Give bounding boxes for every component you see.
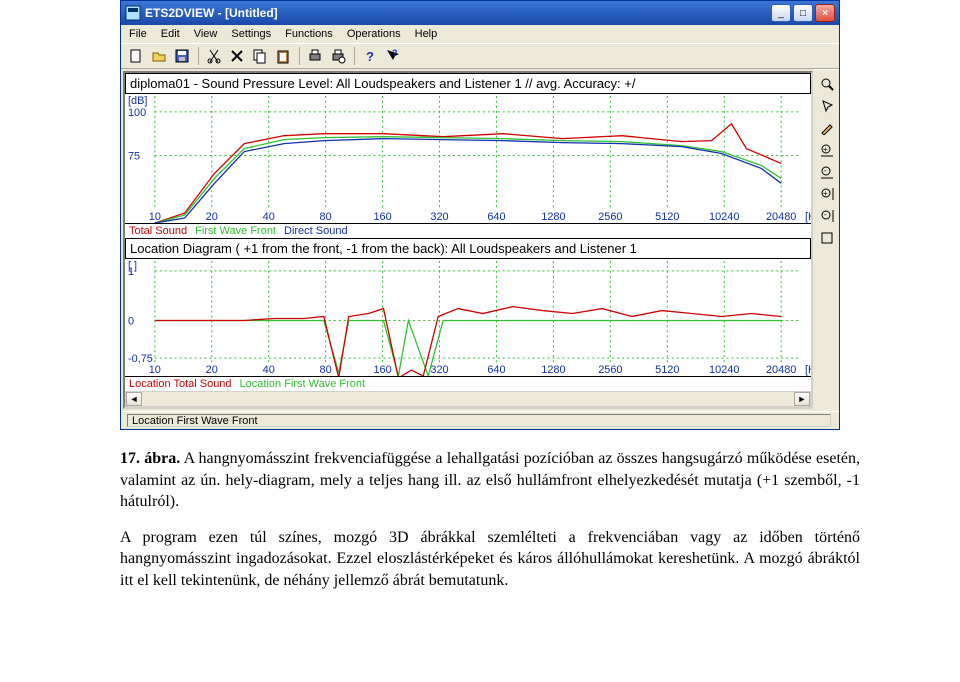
paste-icon[interactable]: [272, 46, 294, 66]
app-window: ETS2DVIEW - [Untitled] _ □ × File Edit Vie…: [120, 0, 840, 430]
window-title: ETS2DVIEW - [Untitled]: [145, 6, 771, 20]
hzoom-out-icon[interactable]: -: [817, 162, 837, 182]
menu-settings[interactable]: Settings: [231, 28, 271, 40]
svg-text:[dB]: [dB]: [128, 95, 147, 107]
svg-text:20: 20: [206, 364, 218, 376]
svg-text:40: 40: [263, 364, 275, 376]
svg-text:2560: 2560: [598, 364, 622, 376]
svg-text:80: 80: [320, 364, 332, 376]
menu-help[interactable]: Help: [415, 28, 438, 40]
svg-text:-: -: [824, 210, 827, 219]
print-icon[interactable]: [304, 46, 326, 66]
close-button[interactable]: ×: [815, 4, 835, 22]
vzoom-in-icon[interactable]: +: [817, 184, 837, 204]
titlebar: ETS2DVIEW - [Untitled] _ □ ×: [121, 1, 839, 25]
svg-text:20480: 20480: [766, 364, 796, 376]
statusbar: Location First Wave Front: [121, 411, 839, 429]
app-icon: [125, 5, 141, 21]
svg-text:?: ?: [392, 48, 398, 58]
fit-icon[interactable]: [817, 228, 837, 248]
svg-text:+: +: [823, 189, 828, 198]
svg-text:160: 160: [373, 211, 391, 223]
chart1-legend: Total Sound First Wave Front Direct Sound: [125, 224, 811, 238]
help-icon[interactable]: ?: [359, 46, 381, 66]
hzoom-in-icon[interactable]: +: [817, 140, 837, 160]
h-scrollbar[interactable]: ◄ ►: [125, 391, 811, 407]
svg-text:160: 160: [373, 364, 391, 376]
maximize-button[interactable]: □: [793, 4, 813, 22]
menubar: File Edit View Settings Functions Operations H…: [121, 25, 839, 43]
chart1: 1020408016032064012802560512010240204801…: [125, 94, 811, 224]
svg-text:[Hz]: [Hz]: [805, 211, 811, 223]
menu-operations[interactable]: Operations: [347, 28, 401, 40]
scroll-track[interactable]: [142, 392, 794, 406]
svg-text:2560: 2560: [598, 211, 622, 223]
new-icon[interactable]: [125, 46, 147, 66]
delete-icon[interactable]: [226, 46, 248, 66]
svg-text:75: 75: [128, 151, 140, 163]
figure-caption: 17. ábra. A hangnyomásszint frekvenciafü…: [120, 448, 860, 513]
cut-icon[interactable]: [203, 46, 225, 66]
open-icon[interactable]: [148, 46, 170, 66]
svg-text:-: -: [824, 166, 827, 175]
content-area: diploma01 - Sound Pressure Level: All Lo…: [123, 71, 813, 409]
svg-text:100: 100: [128, 107, 146, 119]
legend-item: First Wave Front: [195, 225, 276, 237]
svg-text:?: ?: [366, 49, 374, 64]
svg-text:20480: 20480: [766, 211, 796, 223]
pointer-icon[interactable]: [817, 96, 837, 116]
chart2-legend: Location Total Sound Location First Wave …: [125, 377, 811, 391]
menu-file[interactable]: File: [129, 28, 147, 40]
svg-text:1280: 1280: [541, 211, 565, 223]
chart1-title: diploma01 - Sound Pressure Level: All Lo…: [125, 73, 811, 94]
svg-text:1280: 1280: [541, 364, 565, 376]
menu-functions[interactable]: Functions: [285, 28, 333, 40]
minimize-button[interactable]: _: [771, 4, 791, 22]
svg-text:[ ]: [ ]: [128, 260, 137, 272]
svg-text:10: 10: [149, 364, 161, 376]
print-setup-icon[interactable]: [327, 46, 349, 66]
svg-text:5120: 5120: [655, 211, 679, 223]
svg-text:320: 320: [430, 211, 448, 223]
side-toolbar: + - + -: [815, 69, 839, 411]
scroll-right-icon[interactable]: ►: [794, 392, 810, 406]
scroll-left-icon[interactable]: ◄: [126, 392, 142, 406]
svg-text:10240: 10240: [709, 211, 739, 223]
body-paragraph: A program ezen túl színes, mozgó 3D ábrá…: [120, 527, 860, 592]
copy-icon[interactable]: [249, 46, 271, 66]
legend-item: Location Total Sound: [129, 378, 232, 390]
toolbar: ??: [121, 43, 839, 69]
svg-text:40: 40: [263, 211, 275, 223]
svg-text:20: 20: [206, 211, 218, 223]
svg-text:[Hz]: [Hz]: [805, 364, 811, 376]
svg-text:+: +: [823, 145, 828, 154]
svg-text:0: 0: [128, 315, 134, 327]
legend-item: Direct Sound: [284, 225, 348, 237]
vzoom-out-icon[interactable]: -: [817, 206, 837, 226]
svg-text:320: 320: [430, 364, 448, 376]
chart2-title: Location Diagram ( +1 from the front, -1…: [125, 238, 811, 259]
legend-item: Total Sound: [129, 225, 187, 237]
context-help-icon[interactable]: ?: [382, 46, 404, 66]
svg-text:-0,75: -0,75: [128, 353, 153, 365]
chart2: 1020408016032064012802560512010240204801…: [125, 259, 811, 377]
pencil-icon[interactable]: [817, 118, 837, 138]
svg-text:10240: 10240: [709, 364, 739, 376]
menu-edit[interactable]: Edit: [161, 28, 180, 40]
svg-text:640: 640: [487, 364, 505, 376]
svg-text:80: 80: [320, 211, 332, 223]
svg-text:5120: 5120: [655, 364, 679, 376]
save-icon[interactable]: [171, 46, 193, 66]
status-text: Location First Wave Front: [127, 414, 831, 427]
zoom-icon[interactable]: [817, 74, 837, 94]
svg-text:640: 640: [487, 211, 505, 223]
legend-item: Location First Wave Front: [240, 378, 366, 390]
menu-view[interactable]: View: [194, 28, 218, 40]
